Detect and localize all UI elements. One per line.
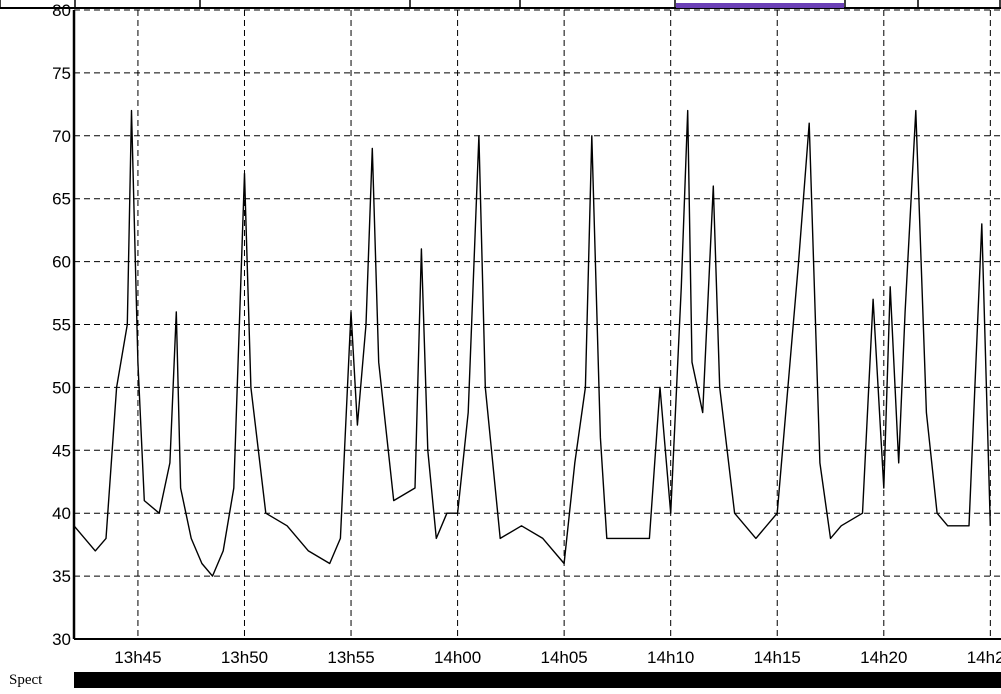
spect-label: Spect [9,672,43,688]
spect-bar [74,672,1001,688]
x-tick-label: 13h45 [114,648,161,667]
y-tick-label: 80 [52,1,71,20]
y-tick-label: 70 [52,127,71,146]
y-tick-label: 60 [52,253,71,272]
x-tick-label: 14h00 [434,648,481,667]
x-tick-label: 14h15 [754,648,801,667]
x-tick-label: 14h10 [647,648,694,667]
y-tick-label: 40 [52,504,71,523]
series-line [73,109,991,577]
y-tick-label: 50 [52,378,71,397]
x-tick-label: 14h05 [540,648,587,667]
x-tick-label: 13h55 [327,648,374,667]
x-tick-label: 14h25 [967,648,1001,667]
x-axis-tick-labels: 13h45 13h50 13h55 14h00 14h05 14h10 14h15 14h20… [114,648,1001,667]
y-tick-label: 65 [52,190,71,209]
x-tick-label: 13h50 [221,648,268,667]
y-tick-label: 45 [52,441,71,460]
top-strip [0,0,1001,10]
grid-lines [74,9,1001,639]
series-group [73,109,991,577]
y-tick-label: 35 [52,567,71,586]
y-axis-tick-labels: 30 35 40 45 50 55 60 65 70 75 80 [52,1,71,649]
y-tick-label: 30 [52,630,71,649]
y-tick-label: 55 [52,316,71,335]
y-tick-label: 75 [52,64,71,83]
x-tick-label: 14h20 [860,648,907,667]
top-purple-marker [676,3,844,8]
axes [72,10,1001,640]
